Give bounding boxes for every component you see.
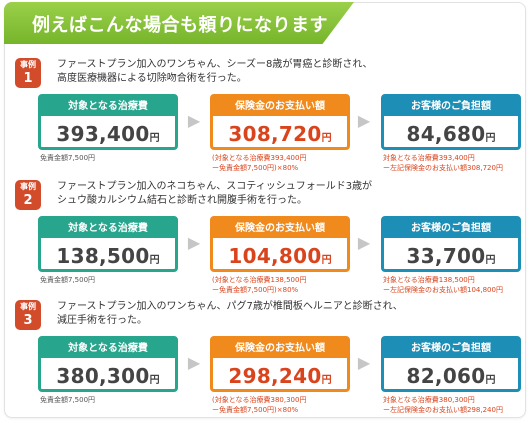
- insurance-payment-box: 保険金のお支払い額 298,240円: [210, 336, 350, 392]
- customer-burden-label: お客様のご負担額: [384, 339, 518, 358]
- case-description: ファーストプラン加入のワンちゃん、シーズー8歳が胃癌と診断され、 高度医療機器に…: [57, 58, 517, 86]
- case-description-line: シュウ酸カルシウム結石と診断され開腹手術を行った。: [57, 195, 307, 206]
- yen-unit: 円: [321, 133, 332, 144]
- case-2: 事例 2 ファーストプラン加入のネコちゃん、スコティッシュフォールド3歳が シュ…: [0, 180, 530, 302]
- customer-burden-label: お客様のご負担額: [384, 97, 518, 116]
- insurance-payment-label: 保険金のお支払い額: [213, 339, 347, 358]
- case-description-line: ファーストプラン加入のワンちゃん、シーズー8歳が胃癌と診断され、: [57, 59, 373, 70]
- treatment-cost-box: 対象となる治療費 393,400円: [38, 94, 178, 150]
- deductible-note: 免責金額7,500円: [40, 276, 96, 284]
- calc-line: (対象となる治療費138,500円: [212, 276, 307, 284]
- treatment-cost-box: 対象となる治療費 380,300円: [38, 336, 178, 392]
- customer-burden-box: お客様のご負担額 82,060円: [381, 336, 521, 392]
- treatment-cost-label: 対象となる治療費: [41, 97, 175, 116]
- case-badge-label: 事例: [20, 60, 36, 69]
- insurance-payment-amount: 298,240: [228, 364, 322, 388]
- yen-unit: 円: [485, 375, 496, 386]
- calc-line: (対象となる治療費393,400円: [212, 154, 307, 162]
- case-badge: 事例 1: [15, 58, 41, 88]
- calc-line: ー免責金額7,500円)×80%: [212, 286, 299, 294]
- arrow-right-icon: ▶: [187, 111, 201, 130]
- case-badge-label: 事例: [20, 302, 36, 311]
- case-badge-label: 事例: [20, 182, 36, 191]
- treatment-cost-amount: 380,300: [56, 364, 150, 388]
- calc-line: ー左記保険金のお支払い額308,720円: [383, 164, 503, 172]
- calc-line: ー左記保険金のお支払い額298,240円: [383, 406, 503, 414]
- customer-calc-note: 対象となる治療費393,400円 ー左記保険金のお支払い額308,720円: [383, 153, 503, 173]
- insurance-payment-label: 保険金のお支払い額: [213, 97, 347, 116]
- insurance-payment-amount: 104,800: [228, 244, 322, 268]
- case-badge-number: 2: [23, 193, 33, 208]
- yen-unit: 円: [321, 375, 332, 386]
- customer-burden-box: お客様のご負担額 84,680円: [381, 94, 521, 150]
- case-description-line: 減圧手術を行った。: [57, 315, 147, 326]
- insurance-calc-note: (対象となる治療費380,300円 ー免責金額7,500円)×80%: [212, 395, 306, 415]
- calc-line: (対象となる治療費380,300円: [212, 396, 307, 404]
- customer-burden-amount: 33,700: [406, 244, 486, 268]
- calc-line: 対象となる治療費138,500円: [383, 276, 475, 284]
- treatment-cost-box: 対象となる治療費 138,500円: [38, 216, 178, 272]
- calc-line: 対象となる治療費393,400円: [383, 154, 475, 162]
- case-description-line: 高度医療機器による切除吻合術を行った。: [57, 73, 247, 84]
- yen-unit: 円: [149, 375, 160, 386]
- yen-unit: 円: [485, 133, 496, 144]
- case-badge: 事例 2: [15, 180, 41, 210]
- yen-unit: 円: [321, 255, 332, 266]
- customer-burden-box: お客様のご負担額 33,700円: [381, 216, 521, 272]
- customer-burden-amount: 82,060: [406, 364, 486, 388]
- insurance-calc-note: (対象となる治療費393,400円 ー免責金額7,500円)×80%: [212, 153, 306, 173]
- arrow-right-icon: ▶: [357, 353, 371, 372]
- arrow-right-icon: ▶: [187, 353, 201, 372]
- customer-calc-note: 対象となる治療費138,500円 ー左記保険金のお支払い額104,800円: [383, 275, 503, 295]
- customer-calc-note: 対象となる治療費380,300円 ー左記保険金のお支払い額298,240円: [383, 395, 503, 415]
- case-badge-number: 1: [23, 71, 33, 86]
- calc-line: 対象となる治療費380,300円: [383, 396, 475, 404]
- treatment-cost-label: 対象となる治療費: [41, 219, 175, 238]
- case-description: ファーストプラン加入のワンちゃん、パグ7歳が椎間板ヘルニアと診断され、 減圧手術…: [57, 300, 517, 328]
- calc-line: ー左記保険金のお支払い額104,800円: [383, 286, 503, 294]
- deductible-note: 免責金額7,500円: [40, 154, 96, 162]
- calc-line: ー免責金額7,500円)×80%: [212, 164, 299, 172]
- arrow-right-icon: ▶: [187, 233, 201, 252]
- case-description: ファーストプラン加入のネコちゃん、スコティッシュフォールド3歳が シュウ酸カルシ…: [57, 180, 517, 208]
- arrow-right-icon: ▶: [357, 111, 371, 130]
- customer-burden-amount: 84,680: [406, 122, 486, 146]
- treatment-cost-amount: 393,400: [56, 122, 150, 146]
- deductible-note: 免責金額7,500円: [40, 396, 96, 404]
- case-description-line: ファーストプラン加入のネコちゃん、スコティッシュフォールド3歳が: [57, 181, 373, 192]
- yen-unit: 円: [149, 255, 160, 266]
- case-description-line: ファーストプラン加入のワンちゃん、パグ7歳が椎間板ヘルニアと診断され、: [57, 301, 403, 312]
- case-badge: 事例 3: [15, 300, 41, 330]
- insurance-payment-label: 保険金のお支払い額: [213, 219, 347, 238]
- insurance-payment-amount: 308,720: [228, 122, 322, 146]
- insurance-calc-note: (対象となる治療費138,500円 ー免責金額7,500円)×80%: [212, 275, 306, 295]
- yen-unit: 円: [149, 133, 160, 144]
- case-3: 事例 3 ファーストプラン加入のワンちゃん、パグ7歳が椎間板ヘルニアと診断され、…: [0, 300, 530, 422]
- header-banner: 例えばこんな場合も頼りになります: [4, 2, 354, 44]
- calc-line: ー免責金額7,500円)×80%: [212, 406, 299, 414]
- arrow-right-icon: ▶: [357, 233, 371, 252]
- customer-burden-label: お客様のご負担額: [384, 219, 518, 238]
- page-title: 例えばこんな場合も頼りになります: [32, 15, 328, 36]
- insurance-payment-box: 保険金のお支払い額 308,720円: [210, 94, 350, 150]
- yen-unit: 円: [485, 255, 496, 266]
- treatment-cost-amount: 138,500: [56, 244, 150, 268]
- case-1: 事例 1 ファーストプラン加入のワンちゃん、シーズー8歳が胃癌と診断され、 高度…: [0, 58, 530, 180]
- treatment-cost-label: 対象となる治療費: [41, 339, 175, 358]
- case-badge-number: 3: [23, 313, 33, 328]
- insurance-payment-box: 保険金のお支払い額 104,800円: [210, 216, 350, 272]
